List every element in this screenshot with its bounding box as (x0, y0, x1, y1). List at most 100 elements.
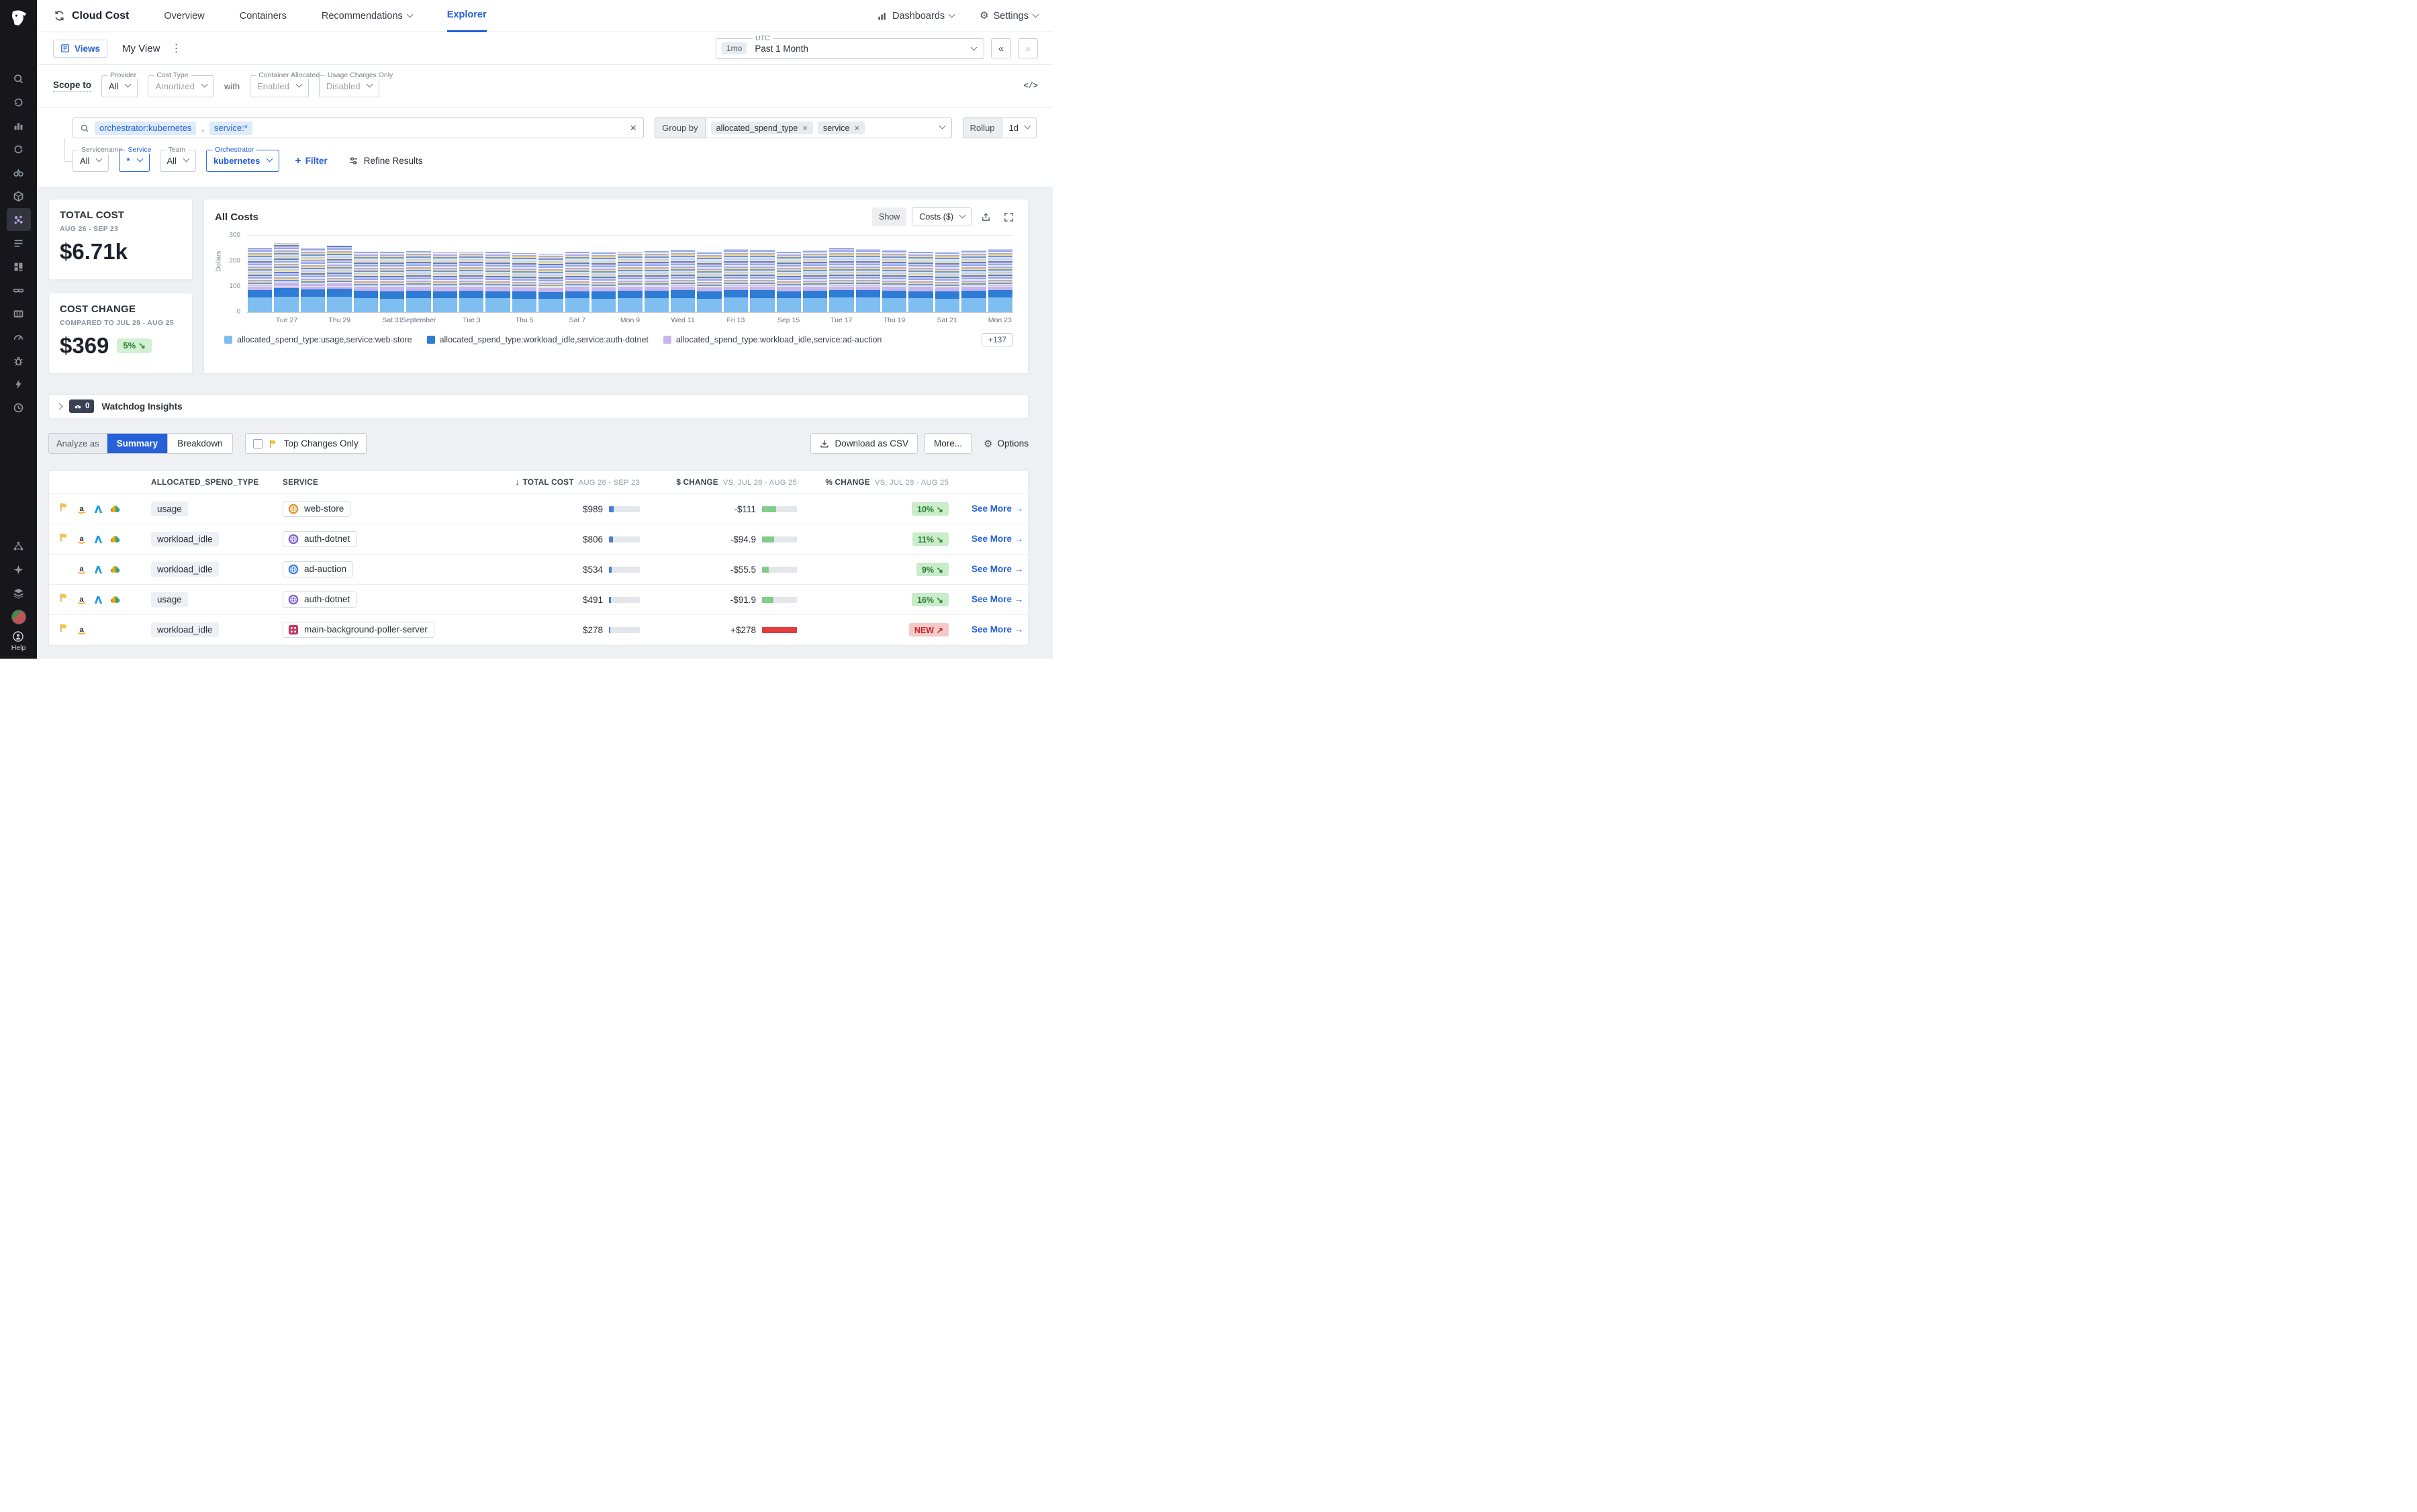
sidebar-icon-ci[interactable] (7, 138, 31, 160)
sidebar-icon-monitors[interactable] (7, 326, 31, 348)
views-button[interactable]: Views (53, 39, 108, 58)
table-row[interactable]: a usage web-store $989 -$111 10% ↘ See M… (49, 494, 1028, 524)
chart-bar[interactable] (618, 251, 643, 312)
sidebar-icon-metrics[interactable] (7, 114, 31, 137)
refine-results-button[interactable]: Refine Results (348, 156, 423, 166)
sidebar-icon-network[interactable] (7, 534, 31, 557)
legend-item[interactable]: allocated_spend_type:workload_idle,servi… (663, 335, 882, 344)
filter-servicename[interactable]: Servicename All (73, 146, 126, 172)
clear-query-icon[interactable]: × (630, 122, 637, 134)
sidebar-icon-events[interactable] (7, 373, 31, 395)
chart-bar[interactable] (697, 252, 722, 312)
chart-bar[interactable] (829, 248, 854, 312)
sidebar-icon-infrastructure[interactable] (7, 185, 31, 207)
chart-bar[interactable] (882, 250, 907, 312)
chart-bar[interactable] (935, 252, 960, 312)
group-by-tag[interactable]: allocated_spend_type × (710, 122, 813, 134)
chart-bar[interactable] (671, 250, 696, 312)
col-spend-type[interactable]: ALLOCATED_SPEND_TYPE (151, 477, 259, 487)
datadog-logo-icon[interactable] (7, 7, 30, 30)
spend-type-tag[interactable]: usage (151, 592, 188, 607)
top-changes-checkbox[interactable] (252, 438, 263, 448)
tab-containers[interactable]: Containers (239, 10, 287, 21)
expand-chart-button[interactable] (1000, 208, 1017, 226)
time-forward-button[interactable]: » (1018, 38, 1038, 58)
sidebar-icon-synthetics[interactable] (7, 396, 31, 419)
code-view-icon[interactable]: </> (1023, 81, 1038, 91)
scope-container-allocated[interactable]: Container Allocated Enabled (250, 70, 323, 97)
see-more-link[interactable]: See More → (971, 534, 1024, 544)
table-row[interactable]: a usage auth-dotnet $491 -$91.9 16% ↘ Se… (49, 585, 1028, 615)
export-chart-button[interactable] (977, 208, 994, 226)
sidebar-icon-history[interactable] (7, 91, 31, 113)
col-service[interactable]: SERVICE (283, 477, 318, 487)
row-flag-cell[interactable] (49, 623, 72, 636)
filter-service[interactable]: Service * (119, 146, 154, 172)
filter-team[interactable]: Team All (159, 146, 196, 172)
service-tag[interactable]: ad-auction (283, 561, 354, 577)
chart-bar[interactable] (538, 253, 563, 312)
settings-menu[interactable]: ⚙ Settings (980, 0, 1039, 32)
see-more-link[interactable]: See More → (971, 594, 1024, 604)
summary-tab[interactable]: Summary (107, 434, 168, 453)
col-dollar-change[interactable]: $ CHANGE VS. JUL 28 - AUG 25 (676, 477, 797, 487)
sidebar-icon-integrations[interactable] (7, 279, 31, 301)
chart-bar[interactable] (565, 252, 589, 312)
table-row[interactable]: a workload_idle main-background-poller-s… (49, 615, 1028, 645)
chart-bar[interactable] (300, 247, 326, 312)
service-tag[interactable]: auth-dotnet (283, 591, 357, 608)
scope-provider[interactable]: Provider All (101, 70, 140, 97)
chart-bar[interactable] (908, 251, 933, 312)
query-tag[interactable]: service:* (209, 121, 252, 135)
sidebar-icon-security[interactable] (7, 349, 31, 372)
chart-bar[interactable] (248, 248, 273, 312)
watchdog-insights-bar[interactable]: 0 Watchdog Insights (48, 394, 1029, 418)
kebab-menu-icon[interactable]: ⋮ (171, 43, 182, 54)
legend-more-badge[interactable]: +137 (981, 333, 1013, 346)
remove-tag-icon[interactable]: × (854, 123, 860, 133)
add-filter-button[interactable]: + Filter (295, 154, 328, 167)
chart-bar[interactable] (723, 248, 749, 312)
chart-bar[interactable] (432, 252, 457, 312)
row-flag-cell[interactable] (49, 593, 72, 606)
see-more-link[interactable]: See More → (971, 624, 1024, 634)
tab-overview[interactable]: Overview (164, 10, 205, 21)
chart-metric-dropdown[interactable]: Costs ($) (912, 207, 971, 226)
spend-type-tag[interactable]: workload_idle (151, 622, 219, 637)
chart-bar[interactable] (961, 250, 986, 312)
scope-usage-charges[interactable]: Usage Charges Only Disabled (318, 70, 396, 97)
col-total-cost[interactable]: ↓ TOTAL COST AUG 26 - SEP 23 (515, 477, 640, 487)
chart-bar[interactable] (327, 246, 352, 312)
legend-item[interactable]: allocated_spend_type:workload_idle,servi… (426, 335, 649, 344)
chart-bar[interactable] (406, 250, 431, 312)
table-row[interactable]: a workload_idle auth-dotnet $806 -$94.9 … (49, 524, 1028, 555)
sidebar-icon-search[interactable] (7, 67, 31, 90)
user-avatar[interactable] (11, 610, 26, 624)
tab-recommendations[interactable]: Recommendations (322, 0, 414, 32)
chart-bar[interactable] (353, 251, 378, 312)
query-tag[interactable]: orchestrator:kubernetes (95, 121, 197, 135)
sidebar-icon-workflows[interactable] (7, 581, 31, 604)
service-tag[interactable]: main-background-poller-server (283, 621, 434, 638)
sidebar-icon-logs[interactable] (7, 232, 31, 254)
time-back-button[interactable]: « (991, 38, 1011, 58)
time-range-picker[interactable]: UTC 1mo Past 1 Month (716, 34, 984, 59)
col-pct-change[interactable]: % CHANGE VS. JUL 28 - AUG 25 (825, 477, 949, 487)
spend-type-tag[interactable]: usage (151, 501, 188, 516)
legend-item[interactable]: allocated_spend_type:usage,service:web-s… (224, 335, 412, 344)
see-more-link[interactable]: See More → (971, 564, 1024, 574)
download-csv-button[interactable]: Download as CSV (810, 433, 918, 454)
remove-tag-icon[interactable]: × (802, 123, 808, 133)
chart-bar[interactable] (802, 250, 828, 312)
sidebar-icon-dashboards[interactable] (7, 255, 31, 278)
sidebar-icon-containers[interactable] (7, 302, 31, 325)
chart-bar[interactable] (855, 248, 880, 312)
chart-bar[interactable] (274, 242, 299, 312)
chart-bar[interactable] (459, 251, 484, 312)
breakdown-tab[interactable]: Breakdown (167, 434, 232, 453)
row-flag-cell[interactable] (49, 502, 72, 516)
chart-bar[interactable] (379, 252, 405, 312)
chart-bar[interactable] (485, 252, 510, 312)
spend-type-tag[interactable]: workload_idle (151, 531, 219, 547)
more-button[interactable]: More... (925, 433, 972, 454)
